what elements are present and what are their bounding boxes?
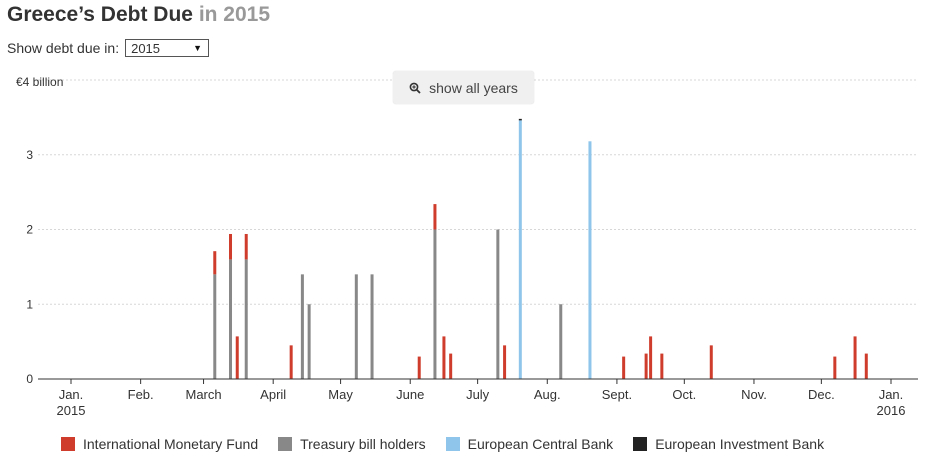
bar-ecb [588,141,592,379]
bar-imf [433,204,437,230]
bar-imf [622,356,626,379]
bar-tbill [213,274,217,379]
x-tick-label: Jan. [879,387,904,402]
x-tick-label: July [466,387,490,402]
bar-imf [709,345,713,379]
year-selector-group: Show debt due in: 2015 ▼ [7,39,210,57]
x-tick-label: Jan. [59,387,84,402]
bars [213,118,868,380]
legend-swatch-eib [633,437,648,451]
bar-tbill [559,304,563,379]
bar-imf [213,251,217,275]
y-tick-label: 2 [26,223,33,237]
x-tick-year-label: 2015 [57,403,86,418]
y-tick-label: 1 [26,297,33,311]
y-tick-label: 3 [26,148,33,162]
bar-imf [229,233,233,260]
bar-imf [864,353,868,379]
y-axis-labels: 0 1 2 3 €4 billion [16,75,63,386]
bar-tbill [370,274,374,379]
bar-tbill [433,229,437,379]
bar-tbill [229,259,233,379]
x-tick-label: June [396,387,424,402]
y-tick-label: 0 [26,372,33,386]
x-tick-year-label: 2016 [877,403,906,418]
x-tick-label: April [260,387,286,402]
bar-imf [660,353,664,379]
bar-tbill [354,274,358,379]
dropdown-arrow-icon: ▼ [193,43,203,53]
chart-title-main: Greece’s Debt Due [7,3,193,26]
x-tick-label: March [185,387,221,402]
bar-imf [244,233,248,260]
x-tick-label: Sept. [602,387,632,402]
bar-tbill [307,304,311,379]
legend: International Monetary Fund Treasury bil… [61,436,844,452]
x-tick-label: Aug. [534,387,561,402]
year-select-value: 2015 [131,40,161,56]
x-tick-label: Feb. [128,387,154,402]
legend-label-ecb: European Central Bank [467,436,614,452]
year-select[interactable]: 2015 ▼ [125,39,210,57]
legend-swatch-ecb [445,437,460,451]
legend-item-imf: International Monetary Fund [61,436,258,452]
gridlines [38,79,918,305]
show-all-years-label: show all years [429,79,518,96]
bar-imf [235,336,239,379]
y-tick-label: €4 billion [16,75,63,89]
chart-title-year: in 2015 [198,3,271,26]
bar-imf [649,336,653,379]
x-tick-label: Nov. [741,387,767,402]
legend-item-tbill: Treasury bill holders [278,436,426,452]
bar-imf [853,336,857,379]
legend-swatch-imf [61,437,75,451]
legend-item-eib: European Investment Bank [633,436,824,452]
bar-imf [417,356,421,379]
legend-label-imf: International Monetary Fund [83,436,259,452]
legend-label-tbill: Treasury bill holders [300,436,426,452]
legend-item-ecb: European Central Bank [445,436,614,452]
x-tick-label: Dec. [808,387,835,402]
bar-imf [833,356,837,379]
legend-label-eib: European Investment Bank [655,436,825,452]
bar-tbill [496,229,500,379]
bar-tbill [244,259,248,379]
bar-tbill [300,274,304,379]
bar-eib [518,118,522,121]
legend-swatch-tbill [278,437,293,451]
x-tick-label: Oct. [672,387,696,402]
bar-imf [442,336,446,379]
year-selector-label: Show debt due in: [7,40,120,56]
chart-title: Greece’s Debt Due in 2015 [7,3,270,27]
show-all-years-button[interactable]: show all years [393,71,534,104]
zoom-magnifier-icon [409,82,421,94]
bar-imf [503,345,507,379]
bar-imf [644,353,648,379]
bar-ecb [518,120,522,380]
bar-imf [449,353,453,379]
x-tick-label: May [328,387,353,402]
bar-imf [289,345,293,379]
